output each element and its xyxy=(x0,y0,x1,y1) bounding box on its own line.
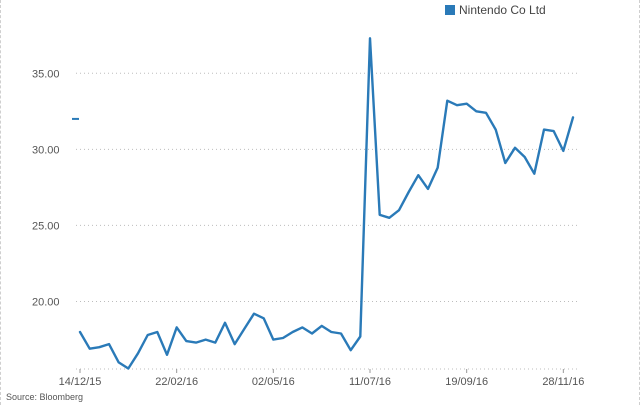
x-tick-label: 22/02/16 xyxy=(155,376,198,388)
series-line xyxy=(78,37,575,370)
x-tick-label: 11/07/16 xyxy=(349,376,391,388)
series-lines xyxy=(78,37,575,370)
legend-swatch xyxy=(445,5,455,15)
y-tick-label: 30.00 xyxy=(32,144,60,156)
y-tick-label: 35.00 xyxy=(32,68,60,80)
x-tick-label: 19/09/16 xyxy=(445,376,488,388)
legend-label: Nintendo Co Ltd xyxy=(459,3,546,17)
x-tick-label: 02/05/16 xyxy=(252,376,295,388)
gridlines xyxy=(76,72,580,303)
y-axis-ticks: 35.00 30.00 25.00 20.00 xyxy=(32,68,60,308)
x-axis-ticks: 14/12/15 22/02/16 02/05/16 11/07/16 19/09/16… xyxy=(59,368,584,388)
y-tick-label: 20.00 xyxy=(32,297,60,309)
x-tick-label: 28/11/16 xyxy=(542,376,584,388)
y-tick-label: 25.00 xyxy=(32,220,60,232)
legend: Nintendo Co Ltd xyxy=(445,3,546,17)
x-tick-label: 14/12/15 xyxy=(59,376,102,388)
source-label: Source: Bloomberg xyxy=(6,392,83,402)
